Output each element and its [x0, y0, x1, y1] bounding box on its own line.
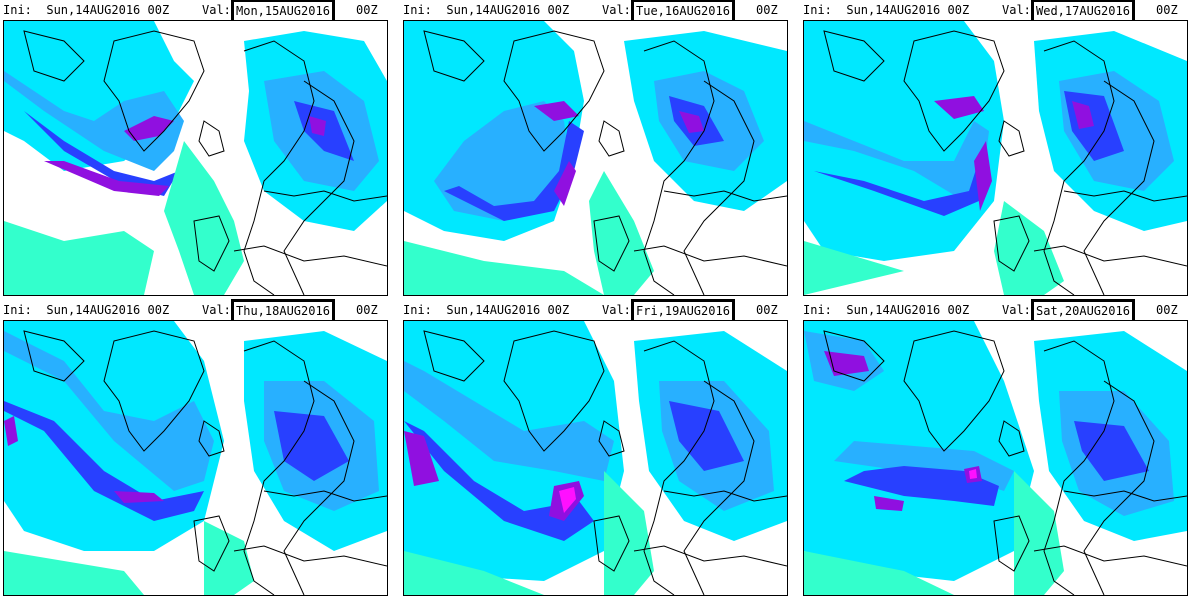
init-time-label: Ini: Sun,14AUG2016 00Z	[803, 3, 970, 17]
precipitation-map	[3, 20, 388, 296]
coastlines	[23, 30, 387, 295]
init-time-label: Ini: Sun,14AUG2016 00Z	[803, 303, 970, 317]
forecast-panel-4: Ini: Sun,14AUG2016 00Z Val: Thu,18AUG201…	[0, 299, 390, 596]
forecast-panel-2: Ini: Sun,14AUG2016 00Z Val: Tue,16AUG201…	[400, 0, 790, 296]
precip-field	[404, 321, 787, 595]
panel-header: Ini: Sun,14AUG2016 00Z Val: Mon,15AUG201…	[0, 0, 390, 23]
forecast-panel-1: Ini: Sun,14AUG2016 00Z Val: Mon,15AUG201…	[0, 0, 390, 296]
panel-header: Ini: Sun,14AUG2016 00Z Val: Sat,20AUG201…	[800, 299, 1190, 323]
valid-hour: 00Z	[1156, 3, 1178, 17]
precip-field	[4, 21, 387, 295]
valid-hour: 00Z	[356, 3, 378, 17]
precipitation-map	[403, 320, 788, 596]
valid-label: Val:	[1002, 3, 1031, 17]
panel-header: Ini: Sun,14AUG2016 00Z Val: Fri,19AUG201…	[400, 299, 790, 323]
valid-date-box: Wed,17AUG2016	[1031, 0, 1135, 23]
valid-label: Val:	[1002, 303, 1031, 317]
coastlines	[823, 30, 1187, 295]
forecast-panel-6: Ini: Sun,14AUG2016 00Z Val: Sat,20AUG201…	[800, 299, 1190, 596]
init-time-label: Ini: Sun,14AUG2016 00Z	[3, 3, 170, 17]
valid-label: Val:	[202, 303, 231, 317]
precip-field	[4, 321, 387, 595]
valid-date-box: Thu,18AUG2016	[231, 299, 335, 323]
panel-header: Ini: Sun,14AUG2016 00Z Val: Tue,16AUG201…	[400, 0, 790, 23]
init-time-label: Ini: Sun,14AUG2016 00Z	[403, 303, 570, 317]
valid-label: Val:	[602, 3, 631, 17]
precipitation-map	[3, 320, 388, 596]
forecast-panel-5: Ini: Sun,14AUG2016 00Z Val: Fri,19AUG201…	[400, 299, 790, 596]
precipitation-map	[803, 320, 1188, 596]
valid-hour: 00Z	[756, 3, 778, 17]
precip-field	[804, 321, 1187, 595]
init-time-label: Ini: Sun,14AUG2016 00Z	[403, 3, 570, 17]
valid-hour: 00Z	[356, 303, 378, 317]
valid-hour: 00Z	[1156, 303, 1178, 317]
init-time-label: Ini: Sun,14AUG2016 00Z	[3, 303, 170, 317]
coastlines	[423, 330, 787, 595]
coastlines	[423, 30, 787, 295]
valid-label: Val:	[202, 3, 231, 17]
panel-header: Ini: Sun,14AUG2016 00Z Val: Thu,18AUG201…	[0, 299, 390, 323]
coastlines	[23, 330, 387, 595]
precipitation-map	[403, 20, 788, 296]
forecast-panel-3: Ini: Sun,14AUG2016 00Z Val: Wed,17AUG201…	[800, 0, 1190, 296]
panel-header: Ini: Sun,14AUG2016 00Z Val: Wed,17AUG201…	[800, 0, 1190, 23]
valid-hour: 00Z	[756, 303, 778, 317]
precip-field	[804, 21, 1187, 295]
precipitation-map	[803, 20, 1188, 296]
coastlines	[823, 330, 1187, 595]
valid-date-box: Tue,16AUG2016	[631, 0, 735, 23]
valid-label: Val:	[602, 303, 631, 317]
